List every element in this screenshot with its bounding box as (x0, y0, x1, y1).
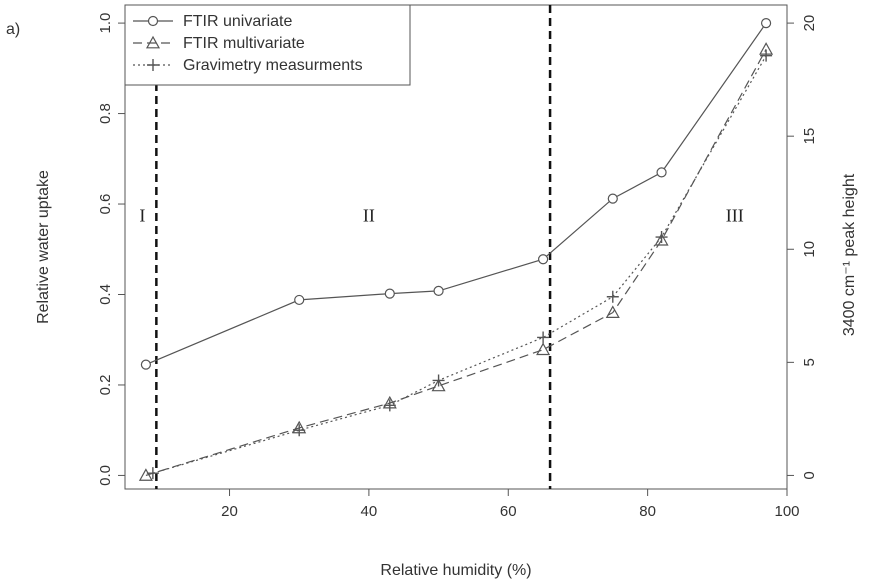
series-3-point (146, 467, 159, 480)
series-1-point (384, 288, 395, 299)
region-label: III (726, 205, 744, 225)
series-1-point (294, 294, 305, 306)
y-right-tick-label: 10 (801, 241, 818, 258)
y-right-tick-label: 15 (801, 128, 818, 145)
region-label: II (363, 205, 375, 225)
series-3-point (655, 231, 668, 244)
legend-box (124, 4, 411, 86)
series-2-point (536, 342, 551, 356)
series-3-point (537, 331, 550, 344)
series-2-point (605, 305, 620, 318)
x-tick-label: 100 (774, 503, 799, 520)
series-1-point (607, 193, 618, 204)
series-2-point (138, 468, 153, 481)
series-3-point (760, 49, 773, 62)
region-label: I (139, 205, 145, 225)
x-tick-label: 60 (500, 503, 517, 520)
series-3-point (383, 399, 396, 412)
series-1-point (140, 359, 152, 370)
series-line-1 (145, 22, 767, 366)
y-right-tick-label: 20 (801, 15, 818, 32)
panel-label: a) (6, 21, 20, 38)
plot-frame (124, 4, 788, 490)
x-tick-label: 80 (639, 503, 656, 520)
y-right-tick-label: 0 (801, 471, 818, 479)
y-tick-label: 0.2 (97, 375, 114, 396)
x-axis-label: Relative humidity (%) (380, 562, 531, 579)
series-1-point (656, 167, 667, 178)
y-axis-right-label: 3400 cm⁻¹ peak height (841, 173, 858, 336)
series-line-2 (145, 49, 767, 476)
legend-marker-2 (145, 35, 161, 49)
series-2-point (654, 232, 669, 246)
y-tick-label: 1.0 (97, 13, 114, 34)
y-tick-label: 0.0 (97, 465, 114, 486)
series-3-point (606, 290, 619, 303)
y-tick-label: 0.6 (97, 194, 114, 215)
series-3-point (293, 424, 306, 437)
legend-marker-1 (147, 15, 159, 27)
legend-marker-3 (147, 59, 159, 71)
legend-label-3: Gravimetry measurments (183, 57, 363, 74)
y-tick-label: 0.8 (97, 103, 114, 124)
y-right-tick-label: 5 (801, 358, 818, 366)
y-tick-label: 0.4 (97, 284, 114, 305)
series-2-point (431, 378, 446, 392)
series-1-point (433, 285, 444, 296)
legend-label-1: FTIR univariate (183, 13, 292, 30)
y-axis-label: Relative water uptake (35, 170, 52, 324)
x-tick-label: 40 (361, 503, 378, 520)
series-3-point (432, 374, 445, 387)
series-1-point (538, 254, 549, 265)
series-1-point (760, 17, 772, 29)
series-line-3 (152, 55, 767, 474)
x-tick-label: 20 (221, 503, 238, 520)
legend-label-2: FTIR multivariate (183, 35, 305, 52)
